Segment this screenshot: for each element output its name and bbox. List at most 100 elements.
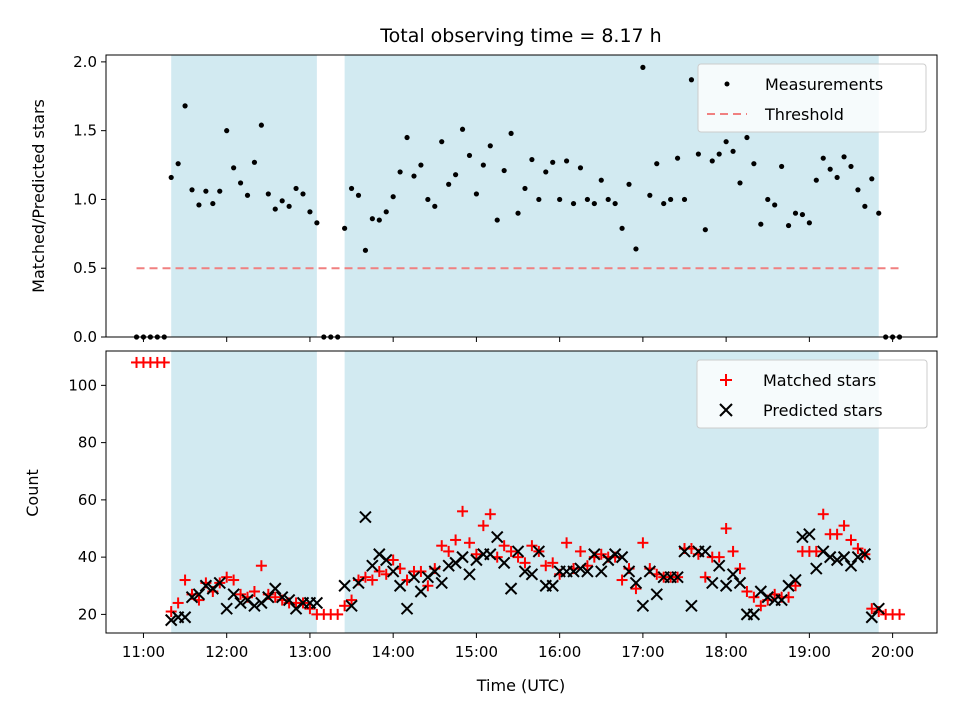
x-stroke xyxy=(699,545,712,558)
matched-stars-point xyxy=(894,608,906,620)
x-stroke xyxy=(629,576,643,590)
measurement-point xyxy=(508,130,514,137)
y-tick-label: 100 xyxy=(68,376,97,394)
predicted-stars-point xyxy=(463,568,476,581)
x-stroke xyxy=(615,550,629,564)
predicted-stars-point xyxy=(671,570,684,584)
y-tick-label: 60 xyxy=(78,491,97,509)
matched-stars-point xyxy=(373,565,385,577)
x-stroke xyxy=(803,528,816,541)
x-stroke xyxy=(712,559,726,572)
matched-stars-point xyxy=(470,548,482,560)
x-stroke xyxy=(463,568,476,581)
x-stroke xyxy=(386,565,400,578)
predicted-stars-point xyxy=(185,591,199,604)
predicted-stars-point xyxy=(352,576,365,590)
predicted-stars-point xyxy=(220,602,233,615)
legend-label-matched: Matched stars xyxy=(763,371,876,390)
x-stroke xyxy=(872,602,885,615)
matched-stars-point xyxy=(332,608,344,620)
matched-stars-point xyxy=(255,560,267,572)
measurement-point xyxy=(681,196,688,203)
measurement-point xyxy=(466,152,473,159)
x-stroke xyxy=(380,553,393,567)
x-stroke xyxy=(650,588,663,601)
predicted-stars-point xyxy=(546,579,559,592)
y-axis-label: Count xyxy=(23,469,42,517)
y-tick-label: 2.0 xyxy=(73,53,97,71)
x-stroke xyxy=(796,530,809,544)
measurement-point xyxy=(674,155,681,161)
measurement-point xyxy=(522,185,528,192)
x-stroke xyxy=(213,576,226,590)
x-stroke xyxy=(227,588,240,601)
measurement-point xyxy=(612,200,618,207)
measurement-point xyxy=(293,185,299,192)
predicted-stars-point xyxy=(192,588,206,601)
x-stroke xyxy=(567,565,580,578)
x-stroke xyxy=(275,591,289,604)
x-stroke xyxy=(636,599,650,613)
measurement-point xyxy=(730,148,736,154)
measurement-point xyxy=(473,191,480,197)
x-tick-label: 13:00 xyxy=(288,643,331,661)
x-tick-label: 14:00 xyxy=(372,643,415,661)
measurement-point xyxy=(758,221,764,227)
x-stroke xyxy=(643,565,657,578)
measurement-point xyxy=(848,163,854,170)
predicted-stars-point xyxy=(366,559,379,572)
matched-stars-point xyxy=(248,585,260,597)
measurement-point xyxy=(779,163,785,170)
predicted-stars-point xyxy=(178,611,192,624)
predicted-stars-point xyxy=(726,568,740,581)
predicted-stars-point xyxy=(484,548,497,561)
measurement-point xyxy=(799,211,806,218)
x-stroke xyxy=(234,596,247,610)
measurement-point xyxy=(661,200,667,207)
matched-stars-point xyxy=(727,545,739,557)
legend: Measurements Threshold xyxy=(697,63,927,133)
measurement-point xyxy=(716,151,722,157)
predicted-stars-point xyxy=(359,510,372,524)
x-tick-label: 20:00 xyxy=(871,643,914,661)
x-stroke xyxy=(817,545,830,558)
measurement-point xyxy=(487,143,493,149)
predicted-stars-point xyxy=(622,565,636,578)
x-stroke xyxy=(511,545,525,558)
matched-stars-point xyxy=(179,574,191,586)
matched-stars-point xyxy=(734,563,746,575)
x-stroke xyxy=(754,585,768,598)
x-stroke xyxy=(428,565,442,578)
measurement-point xyxy=(647,192,653,198)
matched-stars-point xyxy=(789,580,801,592)
x-stroke xyxy=(407,570,421,584)
x-stroke xyxy=(269,582,282,595)
y-axis-ticks: 20 40 60 80 100 xyxy=(68,376,106,623)
matched-stars-point xyxy=(713,551,725,563)
observing-window-band xyxy=(171,351,317,633)
predicted-stars-point xyxy=(567,565,580,578)
predicted-stars-point xyxy=(595,565,608,578)
legend-marker-predicted xyxy=(719,403,733,417)
measurement-point xyxy=(806,220,812,226)
matched-stars-point xyxy=(720,523,732,535)
matched-stars-point xyxy=(498,540,510,552)
predicted-stars-point xyxy=(525,568,539,581)
matched-stars-point xyxy=(228,574,240,586)
measurement-point xyxy=(855,187,861,193)
measurement-point xyxy=(397,169,403,175)
y-tick-label: 0.5 xyxy=(73,259,97,277)
predicted-stars-point xyxy=(685,599,698,613)
x-stroke xyxy=(844,559,858,572)
matched-stars-point xyxy=(810,545,822,557)
x-axis-ticks xyxy=(142,337,894,342)
measurement-point xyxy=(723,139,729,145)
predicted-stars-point xyxy=(262,591,275,604)
predicted-stars-point xyxy=(504,582,518,595)
measurement-point xyxy=(272,206,278,212)
x-stroke xyxy=(747,608,761,621)
matched-stars-point xyxy=(505,545,517,557)
predicted-stars-point xyxy=(386,565,400,578)
predicted-stars-point xyxy=(615,550,629,564)
measurement-point xyxy=(820,155,826,161)
